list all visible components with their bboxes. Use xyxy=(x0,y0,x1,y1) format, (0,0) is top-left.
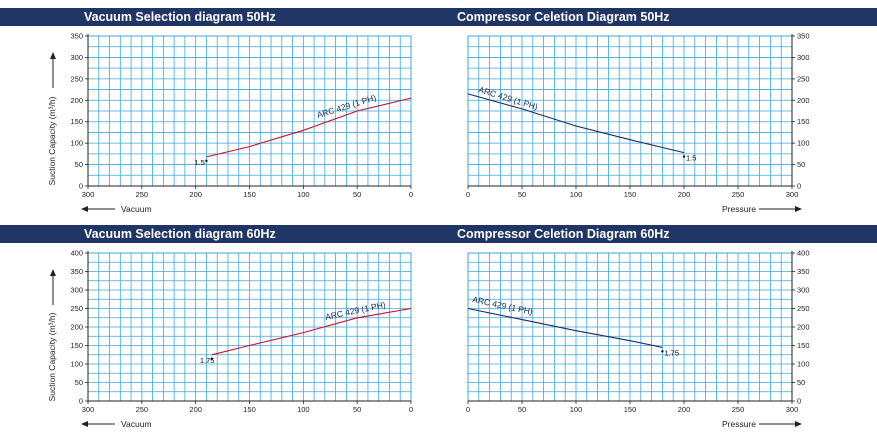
x-tick-label: 250 xyxy=(732,405,745,414)
x-tick-label: 50 xyxy=(518,405,526,414)
y-tick-label: 250 xyxy=(797,74,810,83)
y-tick-label: 200 xyxy=(70,323,83,332)
series-line xyxy=(206,97,412,158)
endpoint-label: 1.5 xyxy=(686,154,696,163)
y-tick-label: 250 xyxy=(797,304,810,313)
x-tick-label: 0 xyxy=(466,190,470,199)
x-axis-title: Vacuum xyxy=(121,204,152,214)
y-tick-label: 350 xyxy=(70,32,83,41)
y-axis-title: Suction Capacity (m³/h) xyxy=(47,312,57,401)
y-tick-label: 150 xyxy=(70,341,83,350)
chart-0-0: 0 50 100 150 200 250 300 350 300 250 200 150 100 50 0 V… xyxy=(47,32,413,215)
y-tick-label: 150 xyxy=(797,341,810,350)
y-tick-label: 350 xyxy=(70,267,83,276)
x-tick-label: 200 xyxy=(189,405,202,414)
y-tick-label: 200 xyxy=(797,323,810,332)
x-tick-label: 200 xyxy=(678,405,691,414)
y-tick-label: 100 xyxy=(70,360,83,369)
y-tick-label: 200 xyxy=(70,96,83,105)
x-tick-label: 250 xyxy=(136,190,149,199)
compressor-chart-title-50hz: Compressor Celetion Diagram 50Hz xyxy=(457,10,670,24)
x-tick-label: 100 xyxy=(297,405,310,414)
series-line xyxy=(467,93,685,154)
x-axis-arrow-head xyxy=(795,421,802,427)
header-band-60hz: Vacuum Selection diagram 60Hz Compressor… xyxy=(0,225,877,243)
endpoint-marker xyxy=(210,357,214,360)
y-tick-label: 350 xyxy=(797,32,810,41)
y-tick-label: 50 xyxy=(75,160,83,169)
y-tick-label: 0 xyxy=(79,397,83,406)
endpoint-marker xyxy=(682,155,686,158)
y-axis-title: Suction Capacity (m³/h) xyxy=(47,96,57,185)
y-tick-label: 400 xyxy=(70,249,83,258)
y-tick-label: 200 xyxy=(797,96,810,105)
x-tick-label: 50 xyxy=(518,190,526,199)
compressor-chart-title-60hz: Compressor Celetion Diagram 60Hz xyxy=(457,227,670,241)
x-tick-label: 150 xyxy=(624,405,637,414)
y-tick-label: 150 xyxy=(70,117,83,126)
x-tick-label: 200 xyxy=(189,190,202,199)
y-tick-label: 100 xyxy=(797,360,810,369)
chart-1-0: 0 50 100 150 200 250 300 350 400 300 250 200 150 100 5… xyxy=(47,249,413,430)
x-tick-label: 100 xyxy=(297,190,310,199)
x-axis-arrow-head xyxy=(81,421,88,427)
y-tick-label: 0 xyxy=(79,182,83,191)
y-tick-label: 300 xyxy=(70,53,83,62)
y-tick-label: 300 xyxy=(797,286,810,295)
y-tick-label: 350 xyxy=(797,267,810,276)
vacuum-chart-title-50hz: Vacuum Selection diagram 50Hz xyxy=(84,10,276,24)
x-tick-label: 100 xyxy=(570,405,583,414)
x-axis-title: Pressure xyxy=(722,419,756,429)
x-tick-label: 0 xyxy=(409,405,413,414)
y-axis-arrow-head xyxy=(50,52,56,59)
x-tick-label: 300 xyxy=(82,190,95,199)
y-tick-label: 0 xyxy=(797,182,801,191)
y-tick-label: 0 xyxy=(797,397,801,406)
x-tick-label: 150 xyxy=(243,405,256,414)
y-tick-label: 300 xyxy=(70,286,83,295)
header-band-50hz: Vacuum Selection diagram 50Hz Compressor… xyxy=(0,8,877,26)
x-tick-label: 0 xyxy=(466,405,470,414)
y-tick-label: 150 xyxy=(797,117,810,126)
series-line xyxy=(211,307,412,356)
y-tick-label: 50 xyxy=(797,378,805,387)
endpoint-marker xyxy=(205,159,208,163)
x-axis-arrow-head xyxy=(795,206,802,212)
endpoint-marker xyxy=(661,350,664,353)
x-axis-title: Pressure xyxy=(722,204,756,214)
x-tick-label: 50 xyxy=(353,190,361,199)
y-tick-label: 250 xyxy=(70,304,83,313)
endpoint-label: 1.75 xyxy=(200,356,215,365)
y-tick-label: 100 xyxy=(797,139,810,148)
x-tick-label: 100 xyxy=(570,190,583,199)
x-tick-label: 50 xyxy=(353,405,361,414)
y-axis-arrow-head xyxy=(50,269,56,276)
y-tick-label: 100 xyxy=(70,139,83,148)
x-tick-label: 250 xyxy=(732,190,745,199)
endpoint-label: 1.5 xyxy=(194,158,204,167)
series-line xyxy=(467,307,663,348)
x-tick-label: 150 xyxy=(624,190,637,199)
x-tick-label: 300 xyxy=(786,405,799,414)
y-tick-label: 400 xyxy=(797,249,810,258)
x-axis-arrow-head xyxy=(81,206,88,212)
vacuum-chart-title-60hz: Vacuum Selection diagram 60Hz xyxy=(84,227,276,241)
endpoint-label: 1.75 xyxy=(664,348,679,357)
series-name-label: ARC 429 (1 PH) xyxy=(477,84,539,112)
chart-1-1: 0 50 100 150 200 250 300 350 400 0 50 100 150 200 250 3… xyxy=(466,249,810,430)
x-tick-label: 200 xyxy=(678,190,691,199)
x-tick-label: 250 xyxy=(136,405,149,414)
x-tick-label: 150 xyxy=(243,190,256,199)
y-tick-label: 50 xyxy=(75,378,83,387)
y-tick-label: 300 xyxy=(797,53,810,62)
x-tick-label: 300 xyxy=(82,405,95,414)
x-tick-label: 300 xyxy=(786,190,799,199)
chart-0-1: 0 50 100 150 200 250 300 350 0 50 100 150 200 250 300 P… xyxy=(466,32,810,215)
x-axis-title: Vacuum xyxy=(121,419,152,429)
y-tick-label: 50 xyxy=(797,160,805,169)
x-tick-label: 0 xyxy=(409,190,413,199)
y-tick-label: 250 xyxy=(70,74,83,83)
series-name-label: ARC 429 (1 PH) xyxy=(472,294,534,317)
